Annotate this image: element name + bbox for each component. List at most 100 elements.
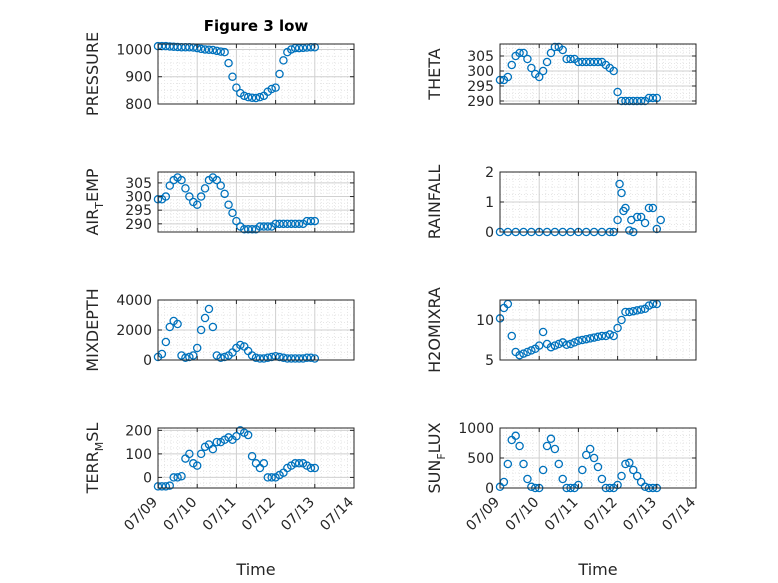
data-point (279, 353, 288, 362)
x-tick-label: 07/14 (317, 494, 357, 534)
data-point (247, 451, 257, 461)
data-point (617, 315, 626, 325)
data-point (216, 47, 225, 56)
data-point (185, 352, 194, 362)
y-tick-label: 200 (125, 423, 152, 439)
data-point (287, 45, 296, 54)
data-point (165, 42, 175, 51)
data-point (636, 212, 646, 222)
data-point (640, 482, 650, 492)
data-point (538, 66, 548, 76)
data-point (656, 215, 665, 225)
data-point (169, 473, 178, 482)
data-point (550, 444, 560, 454)
data-point (212, 437, 222, 447)
ylabel-tail: EMP (83, 168, 102, 202)
data-point (251, 353, 261, 362)
rainfall-axes: 0 1 2 RAINFALL (425, 165, 697, 241)
y-tick-label: 300 (467, 64, 494, 80)
data-point (581, 334, 591, 344)
data-point (585, 334, 595, 343)
ylabel-main: PRESSURE (83, 32, 102, 116)
data-point (192, 461, 202, 470)
data-point (177, 175, 186, 185)
data-point (534, 341, 544, 350)
data-point (621, 203, 630, 213)
x-tick-label: 07/10 (503, 494, 543, 534)
data-point (196, 44, 206, 54)
data-point (621, 307, 630, 317)
data-point (519, 48, 528, 58)
y-tick-label: 0 (143, 353, 152, 369)
data-point (181, 353, 190, 362)
data-point (161, 337, 171, 347)
data-point (220, 352, 229, 362)
terr_msl-axes-box (157, 427, 355, 489)
x-tick-label: 07/13 (278, 494, 318, 534)
data-point (613, 87, 622, 97)
data-point (507, 60, 517, 70)
air_temp-series (153, 173, 320, 234)
x-tick-label: 07/13 (620, 494, 660, 534)
data-point (243, 430, 253, 440)
data-point (593, 332, 603, 342)
data-point (165, 322, 175, 332)
data-point (200, 313, 210, 323)
data-point (554, 339, 564, 349)
terr_msl-xlabel: Time (235, 560, 275, 579)
data-point (615, 179, 624, 189)
data-point (177, 471, 186, 481)
ylabel-subscript: M (93, 442, 106, 452)
x-tick-label: 07/11 (200, 494, 240, 534)
x-tick-label: 07/09 (121, 494, 161, 534)
data-point (161, 41, 171, 51)
data-point (255, 92, 265, 102)
pressure-axes: 800 900 1000 PRESSURE Figure 3 low (83, 17, 355, 116)
data-point (263, 353, 273, 362)
ylabel-main: MIXDEPTH (83, 288, 102, 371)
data-point (542, 57, 552, 67)
data-point (648, 93, 658, 103)
data-point (302, 353, 312, 362)
x-tick-label: 07/11 (542, 494, 582, 534)
data-point (294, 219, 304, 229)
data-point (597, 474, 607, 484)
data-point (507, 331, 517, 341)
y-tick-label: 500 (467, 451, 494, 467)
data-point (515, 48, 524, 58)
data-point (621, 459, 630, 469)
ylabel-subscript: F (435, 453, 448, 459)
h2omixra-minor-grid (500, 299, 696, 361)
data-point (306, 216, 316, 226)
data-point (232, 83, 241, 92)
data-point (581, 450, 591, 460)
h2omixra-axes: 5 10 H2OMIXRA (425, 287, 697, 373)
data-point (189, 351, 198, 360)
data-point (185, 449, 194, 459)
data-point (515, 441, 524, 451)
data-point (609, 331, 618, 341)
data-point (298, 354, 308, 363)
data-point (644, 203, 654, 213)
data-point (550, 341, 560, 350)
data-point (542, 441, 552, 451)
data-point (589, 453, 599, 463)
data-point (243, 92, 253, 102)
y-tick-label: 0 (143, 470, 152, 486)
data-point (652, 224, 662, 234)
data-point (617, 188, 626, 198)
data-point (232, 431, 241, 441)
data-point (519, 459, 528, 469)
data-point (625, 307, 634, 317)
x-tick-label: 07/10 (161, 494, 201, 534)
ylabel-main: RAINFALL (425, 165, 444, 240)
terr_msl-series (153, 426, 320, 491)
data-point (279, 56, 288, 65)
data-point (625, 226, 634, 235)
ylabel-main: THETA (425, 48, 444, 100)
theta-series (495, 42, 662, 106)
theta-ylabel: THETA (425, 48, 444, 100)
y-tick-label: 1 (485, 195, 494, 211)
air_temp-ylabel: AIRTEMP (83, 168, 106, 235)
